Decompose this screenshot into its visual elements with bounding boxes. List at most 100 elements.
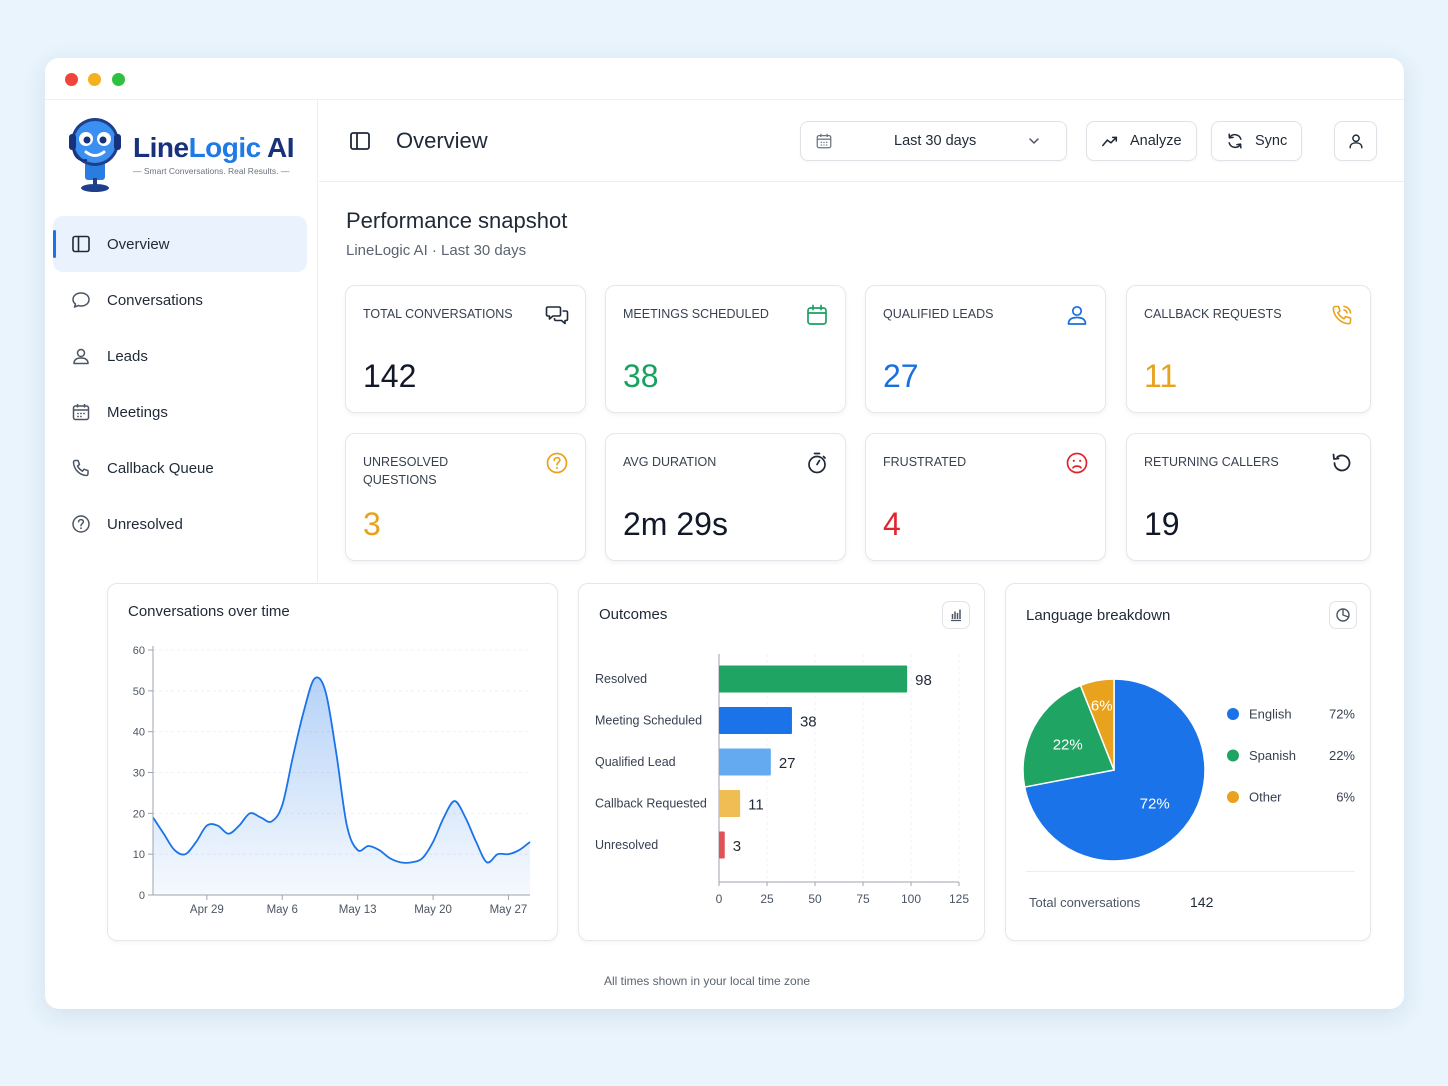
series-line [152, 676, 531, 864]
legend-label: Spanish [1249, 748, 1296, 763]
sidebar-item-label: Overview [107, 235, 170, 253]
snapshot-title: Performance snapshot [346, 208, 568, 233]
data-label: 98 [915, 672, 932, 689]
sidebar-item-label: Unresolved [107, 515, 183, 533]
calendar-icon [816, 133, 832, 149]
kpi-value: 142 [363, 358, 417, 394]
category-label: Qualified Lead [595, 755, 676, 769]
category-label: Unresolved [595, 838, 658, 852]
bar-chart-icon [951, 609, 961, 622]
sidebar-item-conversations[interactable]: Conversations [53, 272, 307, 328]
sidebar-item-unresolved[interactable]: Unresolved [53, 496, 307, 552]
data-label: 38 [800, 714, 817, 731]
kpi-label: Returning Callers [1144, 455, 1279, 469]
kpi-unresolved-questions[interactable]: Unresolved Questions 3 [345, 433, 586, 561]
sidebar-item-leads[interactable]: Leads [53, 328, 307, 384]
bar [719, 790, 741, 817]
analyze-label: Analyze [1130, 133, 1182, 149]
user-icon [73, 348, 89, 365]
sidebar-toggle-icon[interactable] [349, 130, 371, 152]
bar-chart-button[interactable] [942, 601, 970, 629]
kpi-frustrated[interactable]: Frustrated 4 [865, 433, 1106, 561]
y-tick-label: 30 [133, 768, 145, 780]
total-conversations-label: Total conversations [1029, 895, 1141, 910]
minimize-window-button[interactable] [88, 73, 101, 86]
x-tick-label: May 20 [414, 904, 452, 916]
card-title: Outcomes [599, 606, 668, 623]
slice-label: 6% [1091, 698, 1113, 715]
chat-bubble-icon [72, 292, 90, 308]
refresh-icon [1332, 453, 1351, 472]
data-label: 11 [748, 797, 764, 814]
kpi-callback-requests[interactable]: Callback Requests 11 [1126, 285, 1371, 413]
kpi-label: Qualified Leads [883, 307, 994, 321]
x-tick-label: 0 [716, 892, 723, 906]
kpi-value: 3 [363, 506, 381, 542]
bar [719, 748, 771, 776]
sync-label: Sync [1255, 133, 1288, 149]
kpi-value: 11 [1144, 358, 1178, 394]
analyze-button[interactable]: Analyze [1086, 121, 1197, 161]
pie-chart-button[interactable] [1329, 601, 1357, 629]
sidebar-item-overview[interactable]: Overview [53, 216, 307, 272]
kpi-label: Unresolved Questions [363, 455, 449, 487]
kpi-label: Total Conversations [363, 307, 513, 321]
sidebar-item-callback-queue[interactable]: Callback Queue [53, 440, 307, 496]
bar [719, 707, 792, 734]
chat-bubbles-icon [545, 306, 569, 325]
category-label: Callback Requested [595, 797, 707, 811]
kpi-meetings-scheduled[interactable]: Meetings Scheduled 38 [605, 285, 846, 413]
date-range-select[interactable]: Last 30 days [800, 121, 1067, 161]
kpi-value: 4 [883, 506, 901, 542]
kpi-label: Avg Duration [623, 455, 717, 469]
kpi-avg-duration[interactable]: Avg Duration 2m 29s [605, 433, 846, 561]
legend-swatch [1227, 791, 1239, 803]
x-tick-label: May 6 [267, 904, 298, 916]
question-icon [72, 515, 90, 533]
user-icon [1067, 305, 1087, 325]
card-title: Language breakdown [1026, 607, 1171, 624]
data-label: 27 [779, 755, 796, 772]
y-tick-label: 20 [133, 808, 145, 820]
kpi-label: Callback Requests [1144, 307, 1282, 321]
x-tick-label: 125 [949, 892, 969, 906]
snapshot-subtitle: LineLogic AI · Last 30 days [346, 242, 527, 259]
kpi-value: 38 [623, 358, 659, 394]
kpi-value: 27 [883, 358, 919, 394]
legend-swatch [1227, 749, 1239, 762]
kpi-total-conversations[interactable]: Total Conversations 142 [345, 285, 586, 413]
user-menu-button[interactable] [1334, 121, 1377, 161]
top-header: Overview Last 30 days Analyze Sync [319, 100, 1404, 182]
sync-button[interactable]: Sync [1211, 121, 1302, 161]
y-tick-label: 50 [133, 686, 145, 698]
brand-name: LineLogic AI [133, 132, 294, 163]
card-title: Conversations over time [128, 603, 290, 620]
slice-label: 22% [1053, 737, 1083, 754]
kpi-label: Frustrated [883, 455, 967, 469]
outcomes-card: Outcomes 0 25 50 75 100 125 Resolved 98 Meeting … [578, 583, 985, 941]
bar [719, 665, 908, 693]
kpi-value: 2m 29s [623, 506, 728, 542]
close-window-button[interactable] [65, 73, 78, 86]
x-tick-label: 50 [808, 892, 822, 906]
user-icon [1348, 134, 1363, 149]
divider [1026, 871, 1355, 872]
y-tick-label: 0 [139, 890, 145, 902]
page-title: Overview [396, 128, 488, 153]
x-tick-label: 100 [901, 892, 921, 906]
legend-value: 6% [1336, 790, 1355, 805]
kpi-value: 19 [1144, 506, 1180, 542]
brand-logo[interactable]: LineLogic AI — Smart Conversations. Real… [63, 114, 303, 198]
kpi-returning-callers[interactable]: Returning Callers 19 [1126, 433, 1371, 561]
y-tick-label: 40 [133, 727, 145, 739]
sidebar-item-meetings[interactable]: Meetings [53, 384, 307, 440]
y-tick-label: 60 [133, 645, 145, 657]
kpi-qualified-leads[interactable]: Qualified Leads 27 [865, 285, 1106, 413]
maximize-window-button[interactable] [112, 73, 125, 86]
phone-icon [72, 459, 89, 477]
app-window: LineLogic AI — Smart Conversations. Real… [45, 58, 1404, 1009]
sync-icon [1228, 133, 1242, 149]
x-tick-label: May 13 [339, 904, 377, 916]
date-range-value: Last 30 days [894, 133, 977, 149]
trend-icon [1102, 136, 1118, 147]
